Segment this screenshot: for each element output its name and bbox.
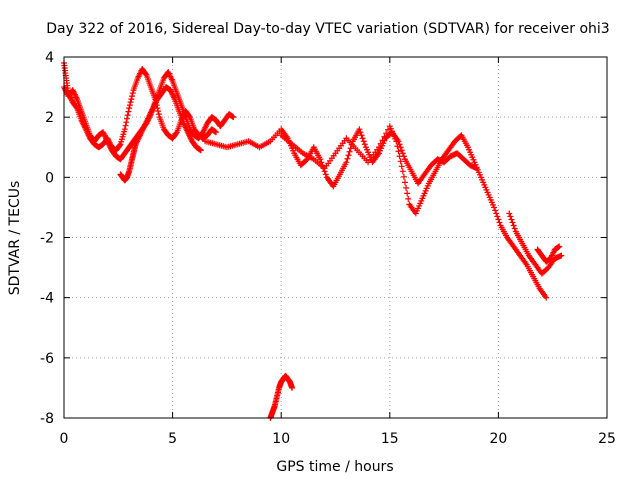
y-tick-label: -8 [40,411,54,427]
data-point [155,111,162,118]
data-point [507,213,514,220]
data-point [496,219,503,226]
chart-title: Day 322 of 2016, Sidereal Day-to-day VTE… [46,21,609,37]
x-tick-label: 10 [272,431,290,447]
data-point [379,137,386,144]
data-point [398,163,405,170]
data-point [361,141,368,148]
data-point [121,126,128,133]
data-point [398,147,405,154]
data-point [173,130,180,137]
data-point [358,132,365,139]
data-point [375,144,382,151]
data-point [122,122,129,129]
x-tick-label: 0 [60,431,69,447]
data-point [129,90,136,97]
data-point [129,93,136,100]
data-series-8 [267,372,296,421]
data-point [343,159,350,166]
data-series-3 [117,84,204,184]
data-point [125,108,132,115]
data-point [491,204,498,211]
data-point [394,143,401,150]
x-tick-label: 20 [489,431,507,447]
data-point [356,126,363,133]
data-point [404,190,411,197]
data-point [123,119,130,126]
y-tick-label: -6 [40,351,54,367]
data-point [492,207,499,214]
data-point [317,156,324,163]
data-point [508,216,515,223]
x-tick-label: 25 [598,431,616,447]
data-point [128,96,135,103]
data-point [509,219,516,226]
y-tick-label: 2 [45,110,54,126]
data-point [399,168,406,175]
data-point [403,184,410,191]
data-point [124,112,131,119]
y-axis-label: SDTVAR / TECUs [7,181,23,296]
data-point [346,148,353,155]
data-point [399,150,406,157]
data-point [197,147,204,154]
data-point [230,114,237,121]
data-point [506,210,513,217]
data-series-6 [506,210,565,277]
data-point [186,113,193,120]
y-tick-label: 0 [45,170,54,186]
data-point [155,108,162,115]
data-point [126,102,133,109]
data-point [322,171,329,178]
data-point [357,129,364,136]
data-point [495,216,502,223]
data-point [402,179,409,186]
data-point [400,173,407,180]
data-point [493,210,500,217]
data-point [116,142,123,149]
data-point [303,157,310,164]
data-point [558,252,565,259]
y-tick-label: 4 [45,50,54,66]
tick-labels: 0 5 10 15 20 25 -8 -6 -4 -2 0 2 4 [40,50,616,447]
data-point [345,152,352,159]
data-point [556,243,563,250]
data-point [397,158,404,165]
data-point [405,195,412,202]
data-point [359,135,366,142]
data-series-7 [534,243,563,265]
data-point [123,115,130,122]
data-point [384,126,391,133]
data-series-5 [278,123,550,301]
data-point [494,213,501,220]
data-point [395,148,402,155]
x-tick-label: 15 [381,431,399,447]
data-point [510,222,517,229]
data-point [213,129,220,136]
plot-frame [63,56,608,419]
data-point [393,138,400,145]
data-points [61,60,565,421]
y-tick-label: -4 [40,291,54,307]
data-point [126,105,133,112]
x-tick-label: 5 [168,431,177,447]
y-tick-label: -2 [40,231,54,247]
data-point [344,155,351,162]
data-point [396,153,403,160]
data-point [543,294,550,301]
data-point [381,133,388,140]
data-point [360,138,367,145]
data-point [397,144,404,151]
data-point [383,130,390,137]
data-point [127,99,134,106]
x-axis-label: GPS time / hours [276,459,393,475]
data-point [142,71,149,78]
data-point [289,384,296,391]
data-point [377,140,384,147]
data-point [511,225,518,232]
